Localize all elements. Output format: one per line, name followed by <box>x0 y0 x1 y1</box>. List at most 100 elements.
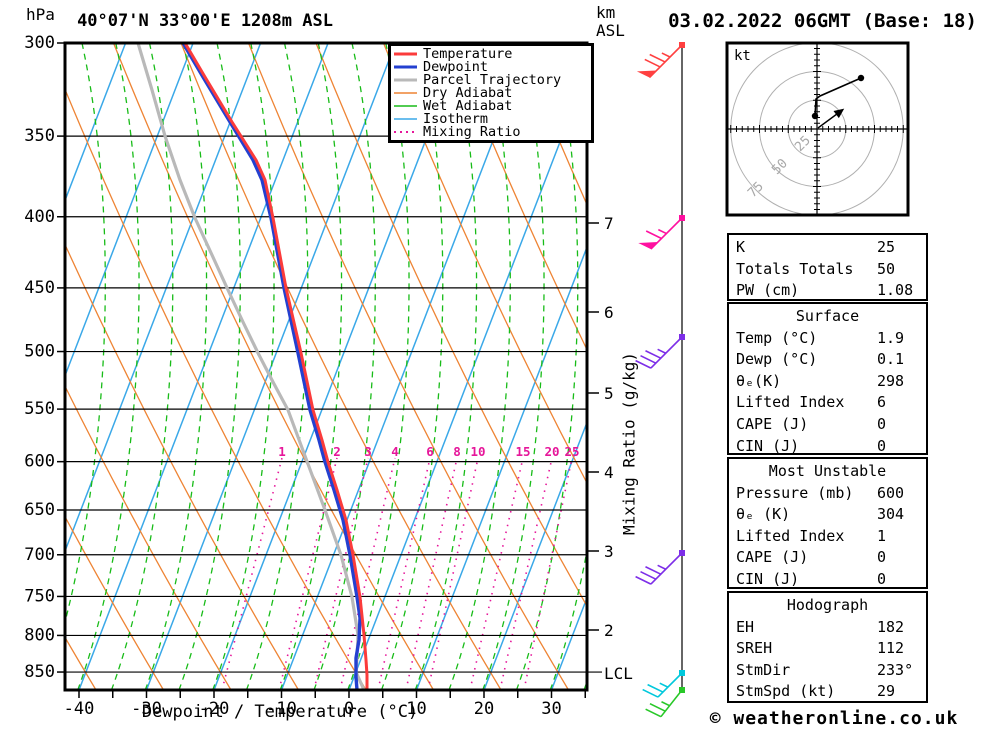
legend-line-swatch <box>394 52 417 56</box>
legend-item-label: Parcel Trajectory <box>423 71 562 88</box>
table-section-header: Surface <box>795 307 860 325</box>
table-row-label: SREH <box>736 639 773 658</box>
wind-barb <box>635 550 685 585</box>
svg-text:-20: -20 <box>199 699 230 719</box>
table-row-value: 0.1 <box>877 350 905 369</box>
svg-text:10: 10 <box>406 699 426 719</box>
svg-text:600: 600 <box>24 452 55 472</box>
svg-text:10: 10 <box>470 444 485 459</box>
pressure-unit-label: hPa <box>26 5 55 24</box>
svg-text:0: 0 <box>344 699 354 719</box>
svg-text:400: 400 <box>24 207 55 227</box>
lcl-label: LCL <box>604 664 633 683</box>
legend-line-swatch <box>394 105 417 107</box>
svg-text:4: 4 <box>391 444 399 459</box>
legend-line-swatch <box>394 131 417 134</box>
table-row: Pressure (mb) 600 <box>729 483 926 505</box>
legend-item-label: Dewpoint <box>423 58 489 75</box>
legend-line-swatch <box>394 118 417 121</box>
table-row-label: Dewp (°C) <box>736 350 818 369</box>
legend-item: Parcel Trajectory <box>394 71 591 88</box>
legend-item: Mixing Ratio <box>394 124 591 141</box>
hodograph-unit-label: kt <box>734 48 751 64</box>
svg-text:850: 850 <box>24 662 55 682</box>
wind-barb <box>636 42 685 79</box>
pressure-axis-labels: 300 350 400 450 500 550 600 650 700 750 800 850 <box>24 33 65 682</box>
table-row-value: 298 <box>877 371 905 390</box>
table-row: Lifted Index 6 <box>729 392 926 414</box>
svg-text:450: 450 <box>24 278 55 298</box>
table-row-value: 304 <box>877 505 905 524</box>
svg-text:5: 5 <box>604 384 614 403</box>
mixing-ratio-lines <box>221 457 573 690</box>
hodograph-ring-label: 75 <box>745 179 767 201</box>
svg-text:2: 2 <box>604 621 614 640</box>
svg-text:3: 3 <box>604 542 614 561</box>
table-row-label: θₑ(K) <box>736 371 782 390</box>
table-row: θₑ(K) 298 <box>729 371 926 393</box>
svg-text:700: 700 <box>24 545 55 565</box>
legend-item-label: Temperature <box>423 45 513 62</box>
altitude-axis-labels: 7 6 5 4 3 2 <box>587 214 614 640</box>
table-row-label: CAPE (J) <box>736 414 809 433</box>
table-row-value: 0 <box>877 569 887 588</box>
svg-text:6: 6 <box>426 444 434 459</box>
table-row-value: 182 <box>877 617 905 636</box>
legend-line-swatch <box>394 78 417 82</box>
table-row-value: 0 <box>877 414 887 433</box>
skewt-background-lines <box>65 43 587 690</box>
table-row-label: CIN (J) <box>736 436 800 455</box>
legend-item: Dry Adiabat <box>394 84 591 101</box>
table-row-value: 1 <box>877 526 887 545</box>
table-row: θₑ (K) 304 <box>729 504 926 526</box>
table-row: StmSpd (kt) 29 <box>729 681 926 703</box>
svg-text:650: 650 <box>24 500 55 520</box>
x-axis-title: Dewpoint / Temperature (°C) <box>141 702 419 722</box>
table-row-value: 0 <box>877 548 887 567</box>
table-row-label: PW (cm) <box>736 281 800 300</box>
plot-border <box>63 41 589 692</box>
table-row-label: Temp (°C) <box>736 328 818 347</box>
svg-text:8: 8 <box>453 444 461 459</box>
svg-text:350: 350 <box>24 126 55 146</box>
svg-text:750: 750 <box>24 586 55 606</box>
svg-text:1: 1 <box>278 444 286 459</box>
table-row-value: 1.9 <box>877 328 905 347</box>
table-row: CAPE (J) 0 <box>729 414 926 436</box>
hodograph-border <box>725 41 910 217</box>
mixing-ratio-axis-label: Mixing Ratio (g/kg) <box>619 351 639 536</box>
svg-text:2: 2 <box>333 444 341 459</box>
storm-motion-arrowhead <box>833 108 845 119</box>
table-row-value: 1.08 <box>877 281 914 300</box>
legend-item-label: Wet Adiabat <box>423 98 513 115</box>
surface-table: Surface Temp (°C) 1.9 Dewp (°C) 0.1 θₑ(K) 298 L… <box>727 302 928 455</box>
hodograph-table: Hodograph EH 182 SREH 112 StmDir 233° StmSpd (k… <box>727 591 928 703</box>
dewpoint-curve <box>181 43 362 690</box>
table-row: StmDir 233° <box>729 660 926 682</box>
svg-text:7: 7 <box>604 214 614 233</box>
wind-barb <box>635 334 685 369</box>
table-row-value: 25 <box>877 238 896 256</box>
table-row-value: 233° <box>877 660 914 679</box>
legend-item-label: Dry Adiabat <box>423 84 513 101</box>
svg-text:20: 20 <box>474 699 494 719</box>
table-row-label: Pressure (mb) <box>736 483 854 502</box>
run-datetime-title: 03.02.2022 06GMT (Base: 18) <box>668 10 977 32</box>
hodograph-trace-dot <box>857 74 865 82</box>
svg-text:-40: -40 <box>64 699 95 719</box>
legend-line-swatch <box>394 65 417 69</box>
parcel-trajectory-curve <box>136 43 366 690</box>
indices-table: K 25 Totals Totals 50 PW (cm) 1.08 <box>727 233 928 301</box>
legend-item-label: Isotherm <box>423 111 489 128</box>
legend-item-label: Mixing Ratio <box>423 124 521 141</box>
wind-barb <box>645 687 685 718</box>
svg-text:550: 550 <box>24 399 55 419</box>
table-row-label: θₑ (K) <box>736 505 791 524</box>
legend-item: Temperature <box>394 45 591 62</box>
table-row-label: EH <box>736 617 755 636</box>
wind-barb <box>642 670 685 698</box>
table-row-label: Totals Totals <box>736 259 854 278</box>
